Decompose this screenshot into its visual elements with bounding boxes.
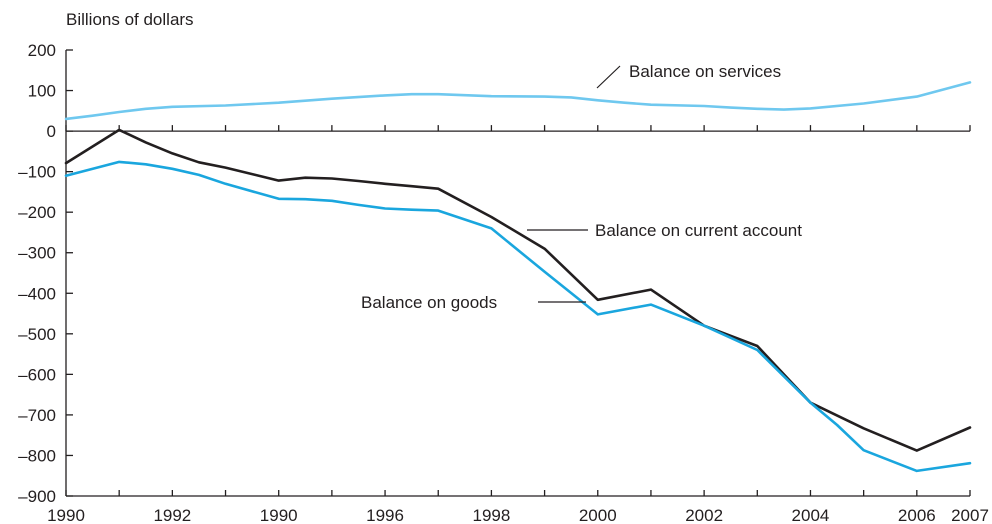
x-tick-label: 2004 [792,506,830,524]
x-tick-label: 2006 [898,506,936,524]
y-tick-label: 0 [47,122,56,141]
y-tick-label: –100 [18,163,56,182]
x-tick-label: 1992 [153,506,191,524]
y-tick-label: –700 [18,406,56,425]
x-tick-label: 2007 [951,506,989,524]
y-tick-label: 200 [28,41,56,60]
x-tick-label: 1998 [472,506,510,524]
current-account-label: Balance on current account [595,221,802,240]
y-tick-label: –800 [18,446,56,465]
services-leader-line [596,65,621,89]
y-axis-ticks: 200 100 0 –100 –200 –300 –400 –500 –600 –700 –800 –… [18,41,73,506]
y-tick-label: –900 [18,487,56,506]
x-tick-label: 2000 [579,506,617,524]
series-line-balance-on-goods [64,160,972,473]
series-annotations: Balance on services Balance on current a… [361,62,802,312]
y-axis-title: Billions of dollars [66,10,194,29]
series-line-balance-on-current-account [64,128,972,452]
y-tick-label: –300 [18,244,56,263]
x-tick-label: 1990 [47,506,85,524]
series-line-balance-on-services [64,81,972,121]
y-tick-label: 100 [28,82,56,101]
x-axis-ticks: 1990 1992 1990 1996 1998 2000 2002 2004 2006 2007 [47,125,989,524]
y-tick-label: –600 [18,365,56,384]
services-label: Balance on services [629,62,781,81]
y-tick-label: –500 [18,325,56,344]
x-tick-label: 1990 [260,506,298,524]
series-lines [64,81,972,473]
x-tick-label: 1996 [366,506,404,524]
x-tick-label: 2002 [685,506,723,524]
y-tick-label: –400 [18,284,56,303]
y-tick-label: –200 [18,203,56,222]
goods-label: Balance on goods [361,293,497,312]
axes [65,50,970,497]
